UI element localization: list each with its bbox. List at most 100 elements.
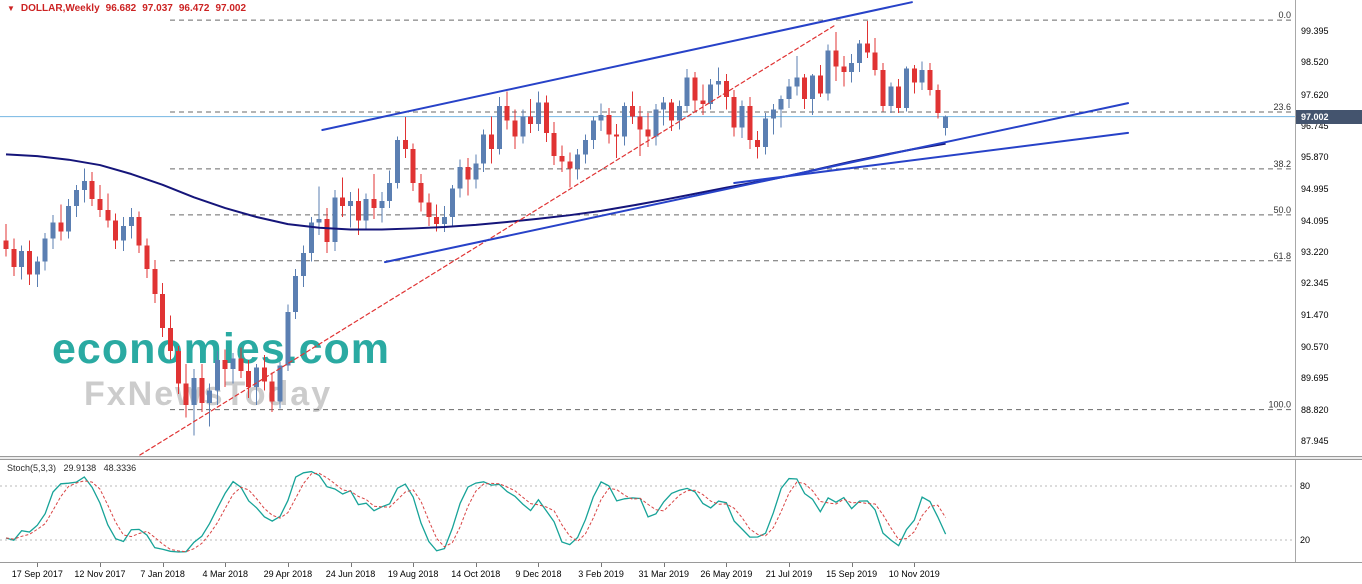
- candle-body: [293, 276, 299, 312]
- main-chart-canvas[interactable]: 0.0 23.6 38.2 50.0 61.8 100.0: [0, 0, 1295, 456]
- candle-body: [755, 140, 761, 148]
- stoch-name: Stoch(5,3,3): [7, 463, 57, 473]
- candle-body: [73, 190, 79, 207]
- candle-body: [449, 188, 455, 217]
- candle-body: [457, 166, 463, 189]
- candle-body: [794, 77, 800, 87]
- date-tick: [413, 563, 415, 567]
- candle-body: [653, 109, 659, 137]
- candle-body: [809, 75, 815, 99]
- symbol-title: DOLLAR,Weekly: [20, 3, 100, 14]
- date-label: 7 Jan 2018: [140, 569, 185, 579]
- candle-body: [590, 120, 596, 141]
- symbol-marker-icon: ▼: [7, 3, 15, 13]
- stoch-k-line: [5, 470, 947, 553]
- date-label: 3 Feb 2019: [578, 569, 624, 579]
- candle-body: [637, 116, 643, 130]
- candle-body: [410, 148, 416, 183]
- date-tick: [225, 563, 227, 567]
- price-axis-label: 94.995: [1301, 183, 1329, 194]
- date-label: 17 Sep 2017: [11, 569, 63, 579]
- date-tick: [538, 563, 540, 567]
- fib-level-label: 50.0: [1273, 205, 1291, 215]
- date-tick: [851, 563, 853, 567]
- candle-body: [543, 102, 549, 133]
- candle-body: [152, 268, 158, 294]
- price-axis-label: 87.945: [1301, 435, 1329, 446]
- candle-body: [700, 100, 706, 105]
- candle-body: [120, 225, 126, 241]
- current-price-box: 97.002: [1296, 109, 1362, 124]
- candle-body: [199, 378, 205, 404]
- panel-divider[interactable]: [0, 456, 1362, 460]
- stoch-k-value: 29.9138: [63, 463, 97, 473]
- candle-body: [911, 68, 917, 83]
- candle-body: [387, 182, 393, 201]
- date-tick: [663, 563, 665, 567]
- date-axis[interactable]: 17 Sep 2017 12 Nov 2017 7 Jan 2018 4 Mar 20…: [0, 562, 1362, 584]
- candle-body: [488, 134, 494, 149]
- watermark-subbrand: FxNewsToday: [84, 377, 390, 411]
- candle-body: [786, 86, 792, 99]
- price-axis[interactable]: 97.002 99.395 98.520 97.620 96.745 95.870 94.…: [1296, 0, 1362, 456]
- candle-body: [128, 216, 134, 226]
- date-tick: [789, 563, 790, 567]
- price-axis-label: 89.695: [1301, 373, 1329, 384]
- candle-body: [441, 216, 447, 225]
- candle-body: [739, 106, 745, 128]
- candle-body: [770, 109, 776, 119]
- candle-body: [434, 216, 440, 225]
- candle-body: [856, 43, 862, 64]
- date-label: 29 Apr 2018: [263, 569, 313, 579]
- candle-body: [316, 218, 322, 223]
- inner-support-line[interactable]: [733, 131, 1130, 184]
- candle-body: [841, 66, 847, 72]
- candle-body: [723, 80, 729, 98]
- candle-body: [888, 86, 894, 107]
- candle-body: [575, 154, 581, 169]
- date-label: 21 Jul 2019: [765, 569, 813, 579]
- candle-body: [26, 250, 32, 275]
- candle-body: [504, 106, 510, 121]
- candle-body: [645, 129, 651, 137]
- date-label: 9 Dec 2018: [515, 569, 562, 579]
- candle-body: [285, 311, 291, 366]
- fib-level-label: 23.6: [1273, 102, 1291, 112]
- candle-body: [175, 351, 181, 384]
- channel-top-line[interactable]: [321, 1, 913, 131]
- candle-body: [473, 163, 479, 180]
- candle-body: [269, 381, 275, 402]
- candle-body: [614, 134, 620, 137]
- price-axis-label: 99.395: [1301, 26, 1329, 36]
- ohlc-high: 97.037: [142, 3, 173, 14]
- date-label: 10 Nov 2019: [888, 569, 940, 579]
- candle-body: [567, 161, 573, 169]
- candle-body: [34, 261, 40, 275]
- candle-body: [191, 378, 197, 405]
- candle-body: [261, 367, 267, 382]
- candle-body: [160, 293, 166, 328]
- candle-body: [207, 390, 213, 404]
- channel-bottom-line[interactable]: [383, 102, 1130, 264]
- candle-body: [355, 200, 361, 221]
- ohlc-close: 97.002: [215, 3, 247, 14]
- candle-body: [520, 116, 526, 137]
- ohlc-low: 96.472: [178, 3, 210, 14]
- candle-body: [379, 200, 385, 209]
- date-tick: [726, 563, 728, 567]
- date-tick: [162, 563, 164, 567]
- candle-body: [802, 77, 808, 99]
- candle-body: [113, 220, 119, 241]
- price-axis-label: 88.820: [1301, 404, 1329, 415]
- price-axis-label: 98.520: [1301, 57, 1329, 68]
- date-label: 19 Aug 2018: [387, 569, 439, 579]
- candle-body: [332, 197, 338, 243]
- date-tick: [601, 563, 603, 567]
- date-tick: [287, 563, 289, 567]
- candle-body: [598, 114, 604, 121]
- fib-retracement[interactable]: 0.0 23.6 38.2 50.0 61.8 100.0: [170, 10, 1295, 411]
- candle-body: [661, 102, 667, 110]
- stoch-canvas[interactable]: [0, 460, 1295, 562]
- date-tick: [914, 563, 916, 567]
- candle-body: [230, 358, 236, 370]
